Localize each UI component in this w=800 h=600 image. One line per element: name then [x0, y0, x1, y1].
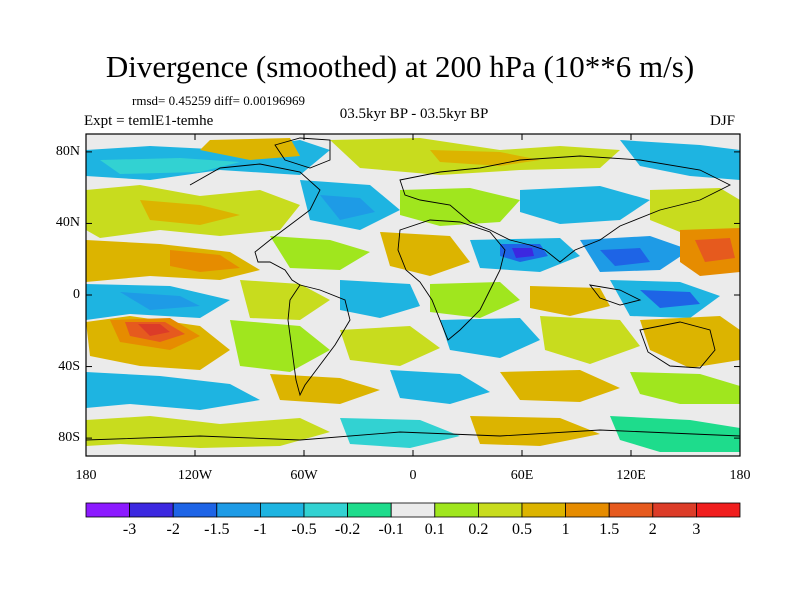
season-label: DJF [710, 113, 736, 129]
lat-tick-label: 40S [58, 358, 80, 374]
lat-tick-label: 40N [55, 215, 80, 231]
colorbar-swatch [565, 502, 610, 518]
colorbar-label: -2 [166, 521, 180, 538]
colorbar-swatch [521, 502, 566, 518]
colorbar-label: -0.5 [291, 521, 317, 538]
lat-tick-label: 80N [55, 143, 80, 159]
lon-tick-label: 0 [409, 468, 417, 483]
colorbar-swatch [434, 502, 479, 518]
colorbar-label: 0.5 [512, 521, 532, 538]
colorbar-swatch [172, 502, 218, 518]
colorbar-label: -1 [253, 521, 268, 538]
contour-field [86, 134, 740, 456]
lon-tick-label: 60E [510, 468, 534, 483]
colorbar-swatch [259, 502, 305, 518]
lat-tick-label: 0 [73, 287, 80, 302]
stats-text: rmsd= 0.45259 diff= 0.00196969 [132, 93, 305, 108]
lon-tick-label: 120W [177, 468, 213, 483]
lon-tick-label: 120E [616, 468, 646, 483]
colorbar-label: 1 [561, 521, 570, 538]
colorbar-swatch [390, 502, 436, 518]
lat-tick-label: 80S [58, 430, 80, 446]
axis-ticks [85, 134, 741, 456]
colorbar-swatch [477, 502, 523, 518]
colorbar-label: -1.5 [204, 521, 230, 538]
period-label: 03.5kyr BP - 03.5kyr BP [339, 106, 489, 122]
colorbar-swatch [129, 502, 174, 518]
experiment-label: Expt = temlE1-temhe [84, 113, 214, 129]
colorbar-label: -3 [122, 521, 137, 538]
colorbar-label: 3 [692, 521, 701, 538]
colorbar [85, 502, 741, 518]
colorbar-swatch [652, 502, 697, 518]
colorbar-swatch [216, 502, 261, 518]
colorbar-label: 2 [648, 521, 657, 538]
colorbar-label: -0.2 [334, 521, 361, 538]
colorbar-label: 0.1 [424, 521, 445, 538]
colorbar-swatch [347, 502, 392, 518]
lon-tick-label: 60W [290, 468, 318, 483]
lon-tick-label: 180 [75, 468, 97, 483]
colorbar-swatch [608, 502, 654, 518]
colorbar-swatch [303, 502, 348, 518]
coastlines [86, 137, 740, 441]
colorbar-label: 1.5 [599, 521, 620, 538]
colorbar-label: -0.1 [378, 521, 404, 538]
colorbar-swatch [696, 502, 741, 518]
lon-tick-label: 180 [729, 468, 751, 483]
colorbar-label: 0.2 [468, 521, 489, 538]
colorbar-swatch [85, 502, 130, 518]
plot-title: Divergence (smoothed) at 200 hPa (10**6 … [105, 49, 695, 84]
